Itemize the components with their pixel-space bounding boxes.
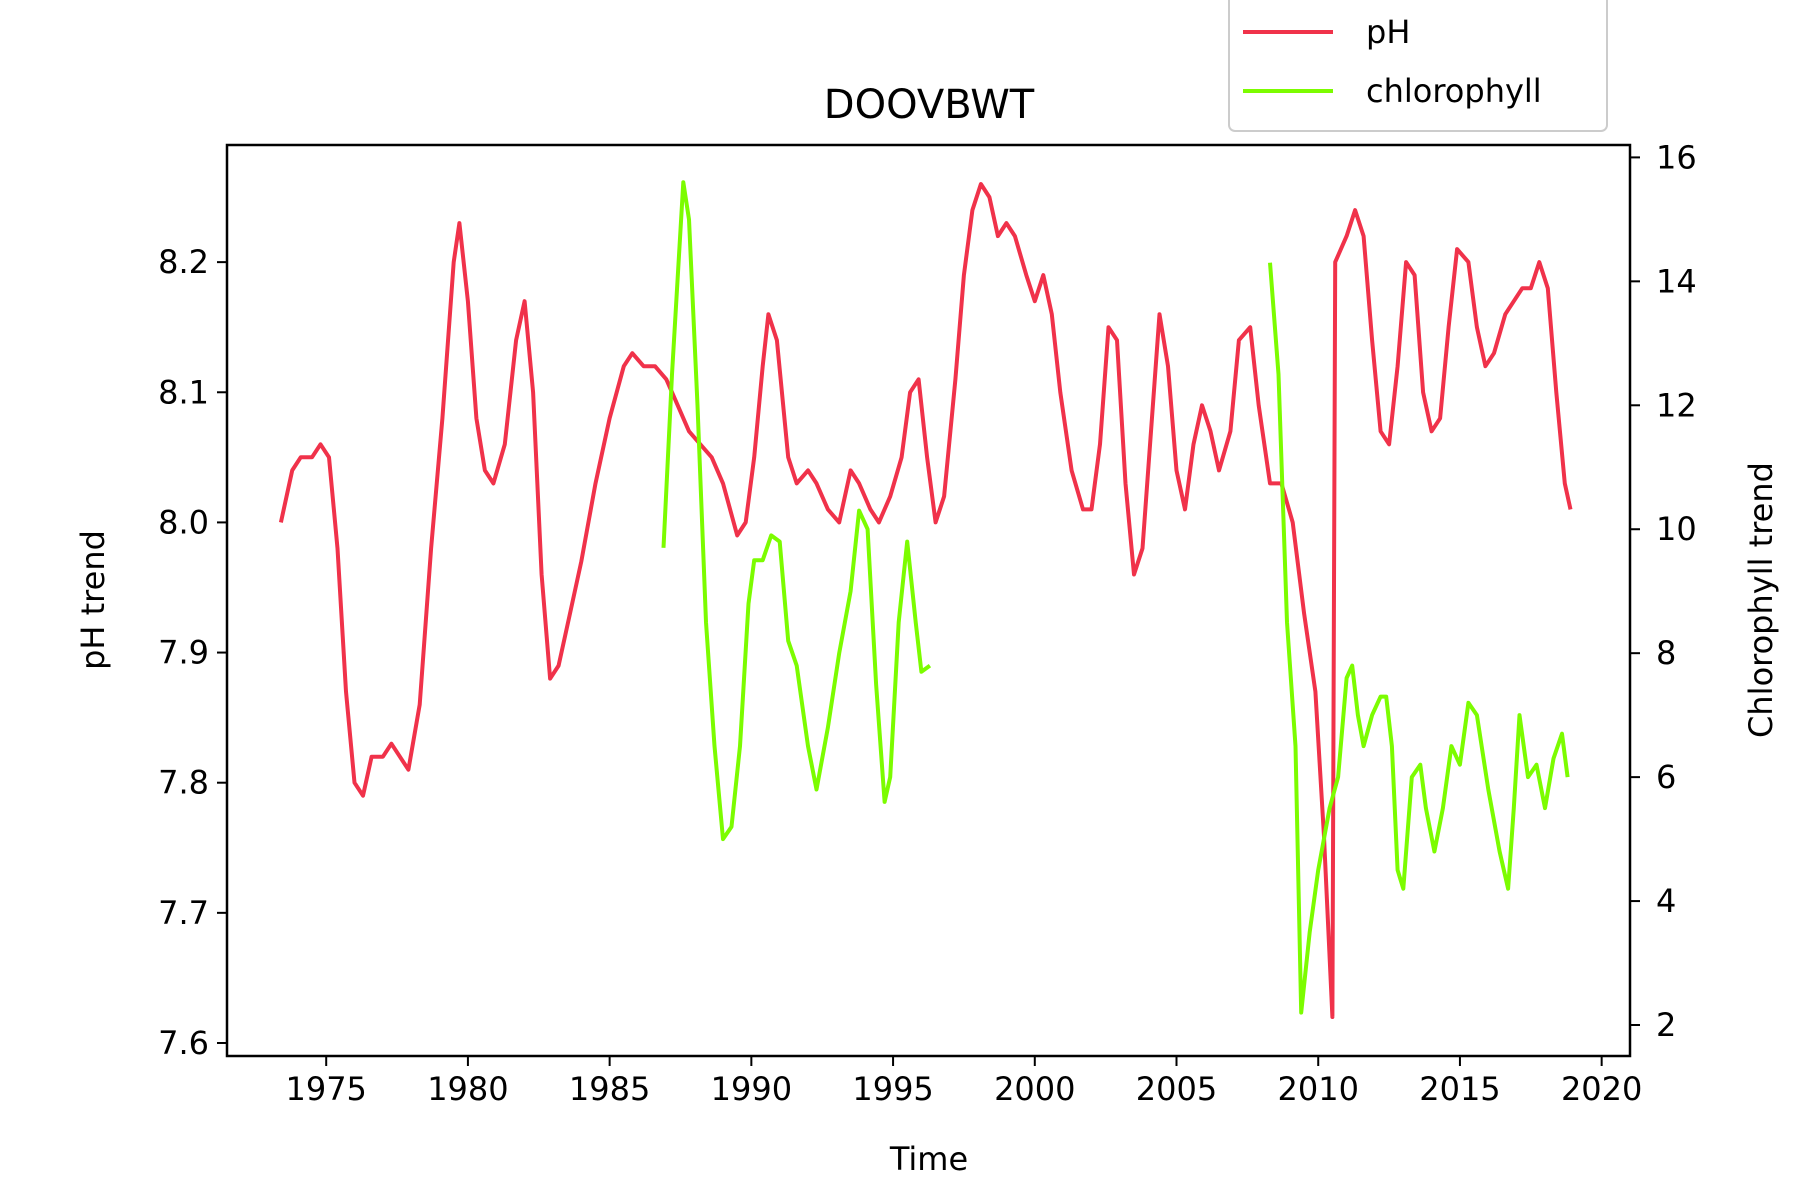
x-axis: 1975 1980 1985 1990 1995 2000 2005 2010 2015 2020 bbox=[285, 1056, 1642, 1108]
y-tick-label: 8.2 bbox=[158, 243, 209, 281]
y-tick-label: 7.8 bbox=[158, 764, 209, 802]
x-axis-label: Time bbox=[889, 1140, 968, 1178]
chlorophyll-line-segment bbox=[661, 180, 932, 842]
legend-label-chlorophyll: chlorophyll bbox=[1366, 72, 1542, 110]
x-tick-label: 1995 bbox=[852, 1070, 933, 1108]
x-tick-label: 1980 bbox=[427, 1070, 508, 1108]
x-tick-label: 2020 bbox=[1561, 1070, 1642, 1108]
y2-tick-label: 10 bbox=[1656, 510, 1697, 548]
y2-tick-label: 14 bbox=[1656, 262, 1697, 300]
x-tick-label: 2005 bbox=[1136, 1070, 1217, 1108]
ph-series bbox=[278, 182, 1573, 1019]
y-tick-label: 8.0 bbox=[158, 503, 209, 541]
y2-tick-label: 16 bbox=[1656, 138, 1697, 176]
legend: pH chlorophyll bbox=[1228, 0, 1608, 132]
y2-tick-label: 4 bbox=[1656, 882, 1676, 920]
y2-tick-label: 12 bbox=[1656, 386, 1697, 424]
plot-frame bbox=[225, 143, 1632, 1058]
plot-area bbox=[225, 143, 1632, 1058]
x-tick-label: 1990 bbox=[711, 1070, 792, 1108]
y-axis-right: 2 4 6 8 10 12 14 16 bbox=[1630, 138, 1697, 1044]
y-tick-label: 7.6 bbox=[158, 1024, 209, 1062]
legend-label-ph: pH bbox=[1366, 13, 1410, 51]
y-tick-label: 7.7 bbox=[158, 894, 209, 932]
x-tick-label: 2000 bbox=[994, 1070, 1075, 1108]
x-tick-label: 2015 bbox=[1419, 1070, 1500, 1108]
ph-line-segment bbox=[278, 182, 1573, 1019]
chlorophyll-line-segment bbox=[1268, 262, 1570, 1015]
y-axis-left: 7.6 7.7 7.8 7.9 8.0 8.1 8.2 bbox=[158, 243, 227, 1062]
x-tick-label: 2010 bbox=[1278, 1070, 1359, 1108]
y2-tick-label: 6 bbox=[1656, 758, 1676, 796]
y-tick-label: 8.1 bbox=[158, 373, 209, 411]
x-tick-label: 1985 bbox=[569, 1070, 650, 1108]
y-tick-label: 7.9 bbox=[158, 634, 209, 672]
y2-tick-label: 2 bbox=[1656, 1006, 1676, 1044]
y-axis-left-label: pH trend bbox=[74, 530, 112, 670]
legend-box bbox=[1228, 0, 1608, 132]
chlorophyll-series bbox=[661, 180, 1570, 1015]
y2-tick-label: 8 bbox=[1656, 634, 1676, 672]
chart-title: DOOVBWT bbox=[824, 82, 1035, 128]
x-tick-label: 1975 bbox=[285, 1070, 366, 1108]
y-axis-right-label: Chlorophyll trend bbox=[1742, 462, 1780, 738]
